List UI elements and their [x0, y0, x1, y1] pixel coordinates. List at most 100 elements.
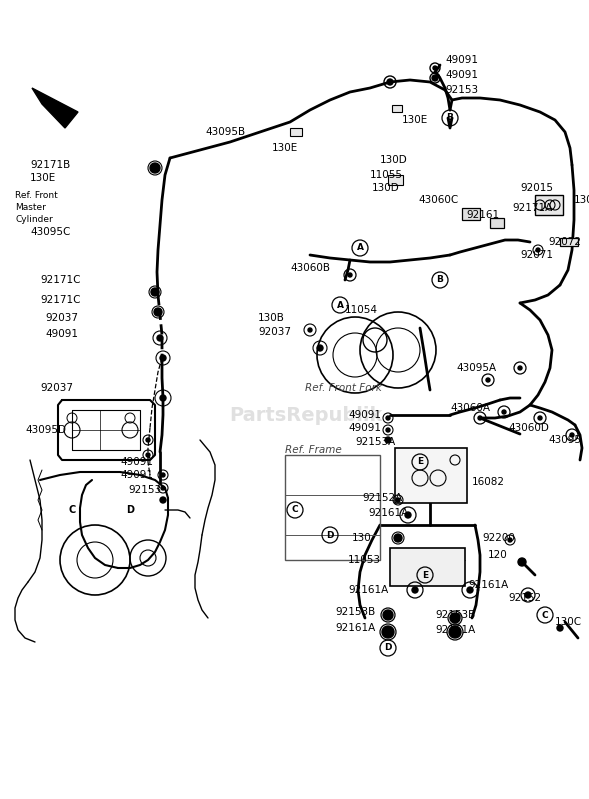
Text: 43060B: 43060B [290, 263, 330, 273]
Text: 43060A: 43060A [450, 403, 490, 413]
Circle shape [146, 453, 150, 457]
Text: 11055: 11055 [370, 170, 403, 180]
Text: 43095C: 43095C [30, 227, 70, 237]
Text: 49091: 49091 [45, 329, 78, 339]
Text: 92037: 92037 [258, 327, 291, 337]
Circle shape [433, 66, 437, 70]
Text: 130E: 130E [272, 143, 298, 153]
Circle shape [478, 416, 482, 420]
Circle shape [449, 626, 461, 638]
Text: D: D [384, 643, 392, 653]
Text: E: E [422, 570, 428, 579]
Circle shape [160, 497, 166, 503]
Bar [388, 175, 403, 185]
Text: 49091: 49091 [348, 423, 381, 433]
Text: 16082: 16082 [472, 477, 505, 487]
Text: 92171B: 92171B [30, 160, 70, 170]
Text: 43060D: 43060D [508, 423, 549, 433]
Circle shape [518, 366, 522, 370]
Text: Ref. Front: Ref. Front [15, 190, 58, 200]
Circle shape [160, 355, 166, 361]
Circle shape [412, 587, 418, 593]
Text: PartsRepublik: PartsRepublik [230, 406, 383, 425]
Bar [535, 195, 563, 215]
Bar [462, 208, 480, 220]
Text: 92072: 92072 [548, 237, 581, 247]
Text: 92153B: 92153B [435, 610, 475, 620]
Text: 130C: 130C [555, 617, 582, 627]
Text: 49091: 49091 [445, 55, 478, 65]
Text: A: A [356, 244, 363, 252]
Text: 43060C: 43060C [418, 195, 458, 205]
Circle shape [387, 79, 393, 85]
Circle shape [150, 163, 160, 173]
Circle shape [151, 288, 159, 296]
Text: B: B [436, 276, 444, 284]
Text: D: D [126, 505, 134, 515]
Circle shape [317, 345, 323, 351]
Circle shape [386, 428, 390, 432]
Text: 49091: 49091 [445, 70, 478, 80]
Text: 92161A: 92161A [468, 580, 508, 590]
Circle shape [154, 308, 162, 316]
Bar [390, 548, 465, 586]
Text: 49091: 49091 [348, 410, 381, 420]
Text: 92153B: 92153B [335, 607, 375, 617]
Circle shape [486, 378, 490, 382]
Bar [560, 238, 578, 246]
Text: 130B: 130B [258, 313, 285, 323]
Text: 43095A: 43095A [456, 363, 496, 373]
Circle shape [157, 335, 163, 341]
Text: 92161A: 92161A [335, 623, 375, 633]
Bar [392, 105, 402, 112]
Text: Ref. Front Fork: Ref. Front Fork [305, 383, 382, 393]
Text: 92037: 92037 [40, 383, 73, 393]
Circle shape [348, 273, 352, 277]
Text: 11053: 11053 [348, 555, 381, 565]
Circle shape [160, 395, 166, 401]
Text: E: E [417, 458, 423, 467]
Text: B: B [446, 113, 454, 122]
Circle shape [525, 592, 531, 598]
Circle shape [396, 498, 400, 502]
Circle shape [146, 438, 150, 442]
Text: Cylinder: Cylinder [15, 214, 53, 224]
Text: C: C [292, 506, 298, 515]
Bar [285, 455, 380, 560]
Text: 92153: 92153 [445, 85, 478, 95]
Text: 92015: 92015 [520, 183, 553, 193]
Text: 92037: 92037 [45, 313, 78, 323]
Text: 92161A: 92161A [348, 585, 388, 595]
Text: 92171C: 92171C [40, 275, 81, 285]
Text: 92152A: 92152A [362, 493, 402, 503]
Circle shape [450, 613, 460, 623]
Text: 130D: 130D [380, 155, 408, 165]
Text: 130E: 130E [30, 173, 57, 183]
Circle shape [383, 610, 393, 620]
Circle shape [557, 625, 563, 631]
Text: 43095: 43095 [548, 435, 581, 445]
Text: Master: Master [15, 202, 46, 212]
Circle shape [502, 410, 506, 414]
Text: 92071: 92071 [520, 250, 553, 260]
Text: C: C [542, 610, 548, 619]
Circle shape [467, 587, 473, 593]
Circle shape [394, 534, 402, 542]
Bar [490, 218, 504, 228]
Circle shape [536, 248, 540, 252]
Text: Ref. Frame: Ref. Frame [285, 445, 342, 455]
Circle shape [382, 626, 394, 638]
Text: C: C [68, 505, 75, 515]
Circle shape [386, 416, 390, 420]
Text: 92161A: 92161A [435, 625, 475, 635]
Text: 92153: 92153 [128, 485, 161, 495]
Text: 43095D: 43095D [25, 425, 66, 435]
Text: 130D: 130D [372, 183, 400, 193]
Circle shape [538, 416, 542, 420]
Text: A: A [336, 300, 343, 309]
Circle shape [518, 558, 526, 566]
Circle shape [385, 437, 391, 443]
Text: 92171A: 92171A [512, 203, 552, 213]
Text: 92161A: 92161A [368, 508, 408, 518]
Bar [290, 128, 302, 136]
